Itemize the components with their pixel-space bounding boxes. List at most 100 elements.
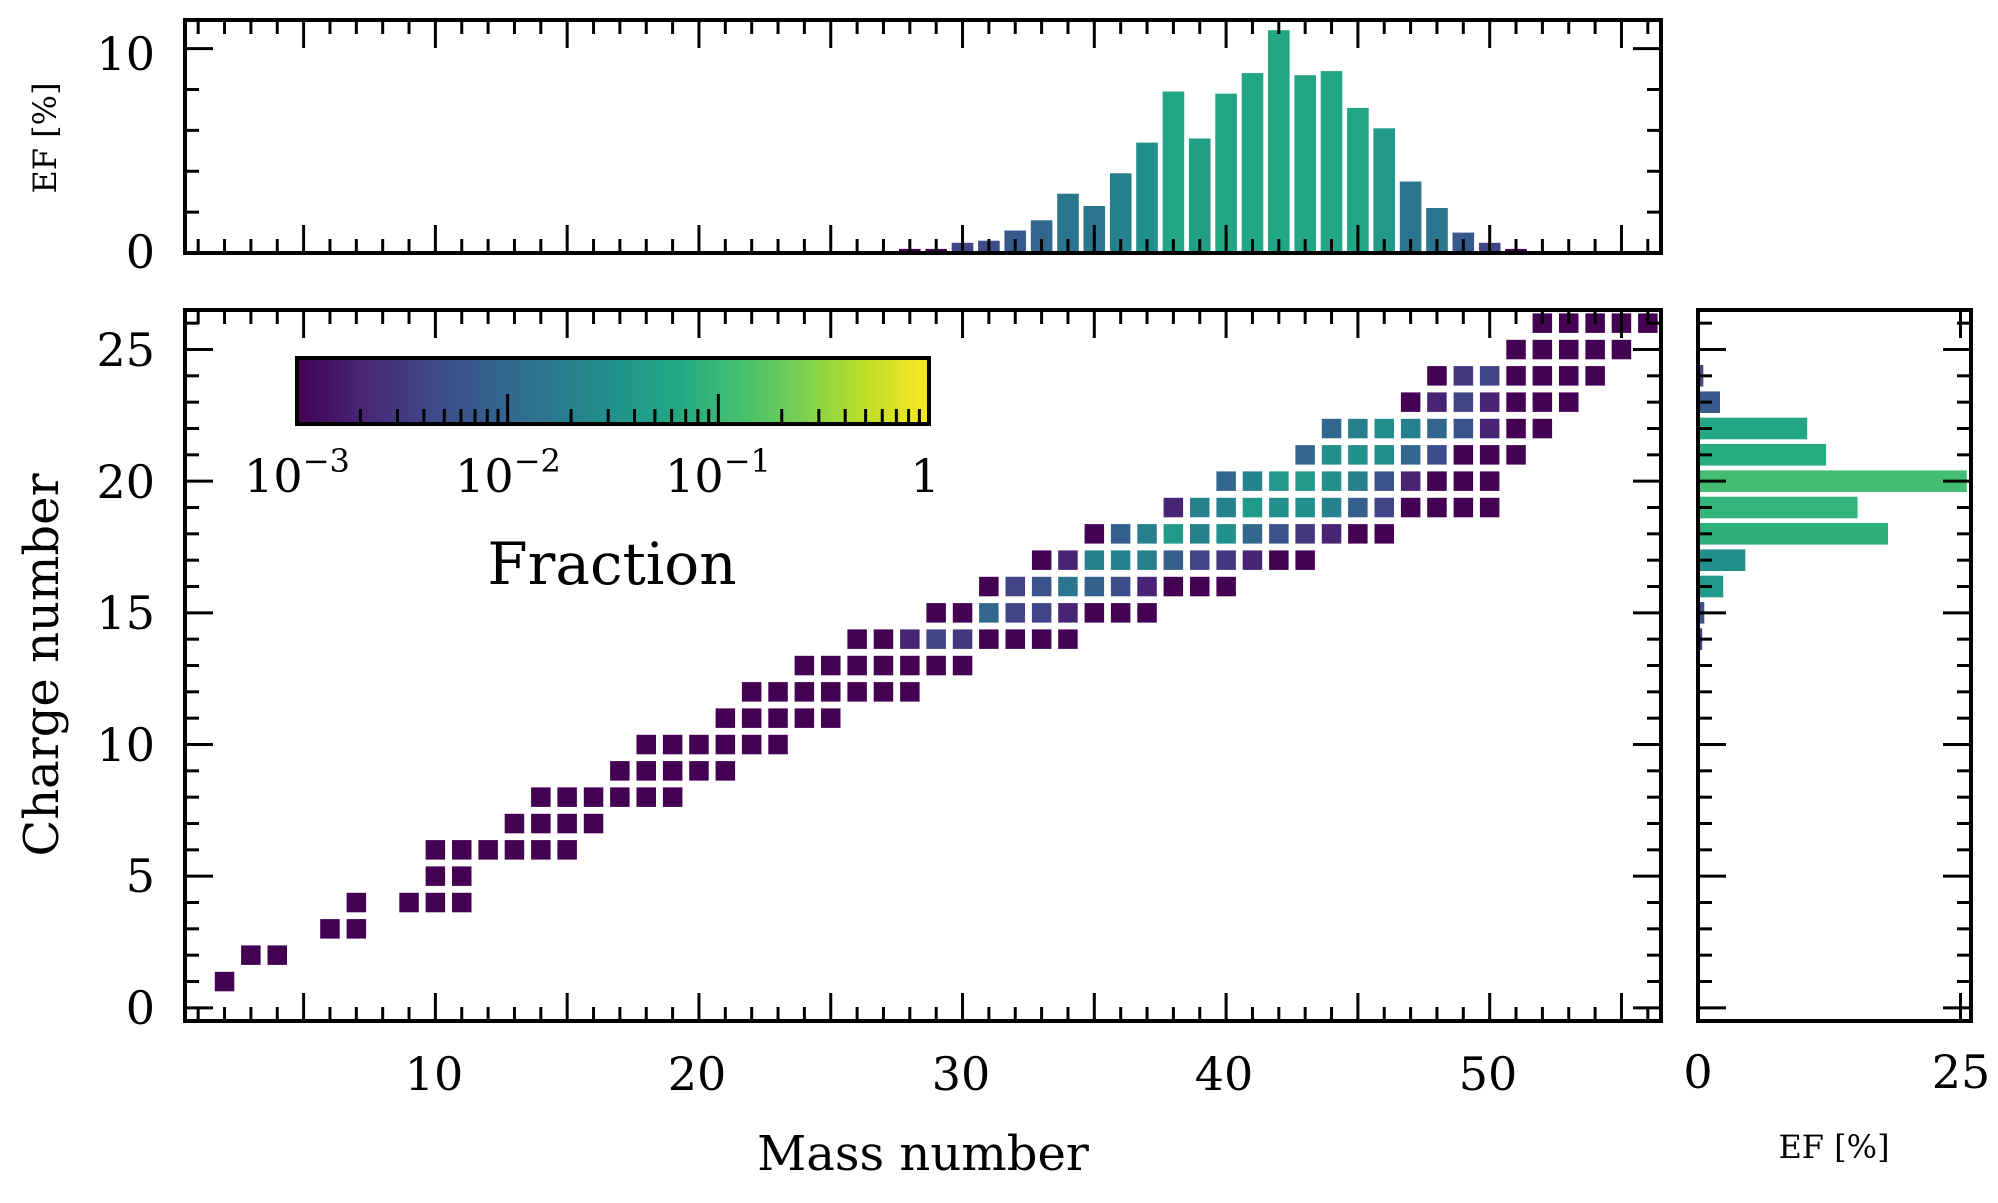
- heatmap-cell: [689, 761, 709, 781]
- right-histogram-bar: [1698, 549, 1746, 571]
- heatmap-cell: [768, 682, 788, 702]
- heatmap-cell: [794, 682, 815, 702]
- heatmap-cell: [1031, 603, 1052, 623]
- heatmap-cell: [1374, 524, 1394, 544]
- heatmap-cell: [1163, 497, 1184, 518]
- heatmap-cell: [452, 866, 472, 886]
- y-tick-label: 15: [96, 586, 155, 640]
- heatmap-cell: [1585, 366, 1605, 386]
- y-tick-label: 25: [96, 323, 155, 377]
- heatmap-cell: [1427, 366, 1447, 386]
- right-histogram-bar: [1698, 496, 1858, 519]
- heatmap-cell: [715, 734, 736, 755]
- heatmap-cell: [847, 629, 867, 649]
- main-ticks: [185, 310, 1661, 1021]
- heatmap-cell: [1137, 550, 1157, 570]
- colorbar-tick-label: 10−2: [455, 442, 561, 503]
- heatmap-cell: [1190, 576, 1210, 597]
- heatmap-cell: [1321, 497, 1342, 518]
- heatmap-cell: [1269, 497, 1289, 518]
- heatmap-cell: [1400, 471, 1421, 491]
- heatmap-cell: [346, 919, 367, 939]
- heatmap-cell: [478, 840, 498, 860]
- top-histogram-bar: [1162, 91, 1185, 253]
- heatmap-cell: [1453, 366, 1474, 386]
- heatmap-cell: [1031, 550, 1052, 570]
- heatmap-cell: [504, 840, 525, 860]
- heatmap-cell: [1374, 471, 1394, 491]
- colorbar-frame: [295, 356, 931, 426]
- heatmap-cell: [847, 682, 867, 702]
- heatmap-cell: [1005, 629, 1025, 649]
- heatmap-cell: [1084, 603, 1105, 623]
- heatmap-cell: [531, 813, 551, 834]
- heatmap-cell: [1216, 550, 1236, 570]
- heatmap-cell: [741, 708, 762, 728]
- heatmap-cell: [926, 603, 946, 623]
- heatmap-cell: [1374, 445, 1394, 465]
- heatmap-cell: [794, 708, 815, 728]
- heatmap-cell: [399, 892, 419, 913]
- heatmap-cell: [610, 761, 630, 781]
- right-x-tick-0: 0: [1683, 1045, 1712, 1099]
- heatmap-cell: [1190, 497, 1210, 518]
- heatmap-cell: [1506, 418, 1526, 439]
- heatmap-cell: [741, 682, 762, 702]
- heatmap-cell: [557, 840, 577, 860]
- heatmap-cell: [1005, 603, 1025, 623]
- heatmap-cell: [1084, 550, 1105, 570]
- heatmap-cell: [821, 655, 841, 676]
- heatmap-cell: [662, 734, 683, 755]
- heatmap-cell: [1400, 392, 1421, 412]
- heatmap-cell: [1532, 418, 1553, 439]
- heatmap-cell: [873, 682, 894, 702]
- top-histogram-frame: [183, 18, 1663, 255]
- heatmap-cell: [847, 655, 867, 676]
- heatmap-cell: [425, 866, 446, 886]
- heatmap-cell: [1453, 392, 1474, 412]
- heatmap-cell: [531, 787, 551, 807]
- heatmap-cell: [1216, 524, 1236, 544]
- right-x-axis-label: EF [%]: [1778, 1128, 1889, 1166]
- heatmap-cell: [1137, 603, 1157, 623]
- heatmap-cell: [1427, 497, 1447, 518]
- top-histogram-bar: [1347, 107, 1369, 254]
- heatmap-cell: [214, 971, 235, 992]
- heatmap-cell: [636, 734, 656, 755]
- heatmap-cell: [1559, 366, 1579, 386]
- heatmap-cell: [952, 603, 973, 623]
- heatmap-cell: [715, 708, 736, 728]
- heatmap-cell: [1058, 550, 1078, 570]
- heatmap-cell: [873, 629, 894, 649]
- right-histogram-bar: [1698, 444, 1827, 466]
- heatmap-cell: [1506, 366, 1526, 386]
- x-tick-label: 40: [1195, 1047, 1254, 1101]
- heatmap-cell: [900, 682, 920, 702]
- heatmap-cell: [1532, 366, 1553, 386]
- heatmap-cell: [636, 761, 656, 781]
- heatmap-cell: [636, 787, 656, 807]
- heatmap-cell: [1532, 339, 1553, 360]
- heatmap-cell: [900, 629, 920, 649]
- heatmap-cell: [1611, 339, 1632, 360]
- top-histogram-bar: [1188, 138, 1211, 253]
- heatmap-cell: [1348, 418, 1368, 439]
- y-axis-label: Charge number: [14, 473, 70, 856]
- top-histogram-bar: [1320, 71, 1343, 253]
- top-histogram-bar: [1215, 93, 1237, 253]
- heatmap-cell: [1295, 497, 1315, 518]
- heatmap-cell: [1242, 497, 1263, 518]
- heatmap-cell: [952, 655, 973, 676]
- heatmap-cell: [1585, 339, 1605, 360]
- right-histogram-bar: [1698, 523, 1888, 545]
- top-histogram-bar: [1030, 220, 1053, 253]
- heatmap-cell: [610, 787, 630, 807]
- top-histogram-bar: [1268, 30, 1290, 254]
- y-tick-label: 10: [96, 718, 155, 772]
- heatmap-cell: [1348, 445, 1368, 465]
- heatmap-cell: [926, 629, 946, 649]
- heatmap-cell: [346, 892, 367, 913]
- heatmap-cell: [1479, 392, 1500, 412]
- heatmap-cell: [1479, 418, 1500, 439]
- heatmap-cell: [1427, 418, 1447, 439]
